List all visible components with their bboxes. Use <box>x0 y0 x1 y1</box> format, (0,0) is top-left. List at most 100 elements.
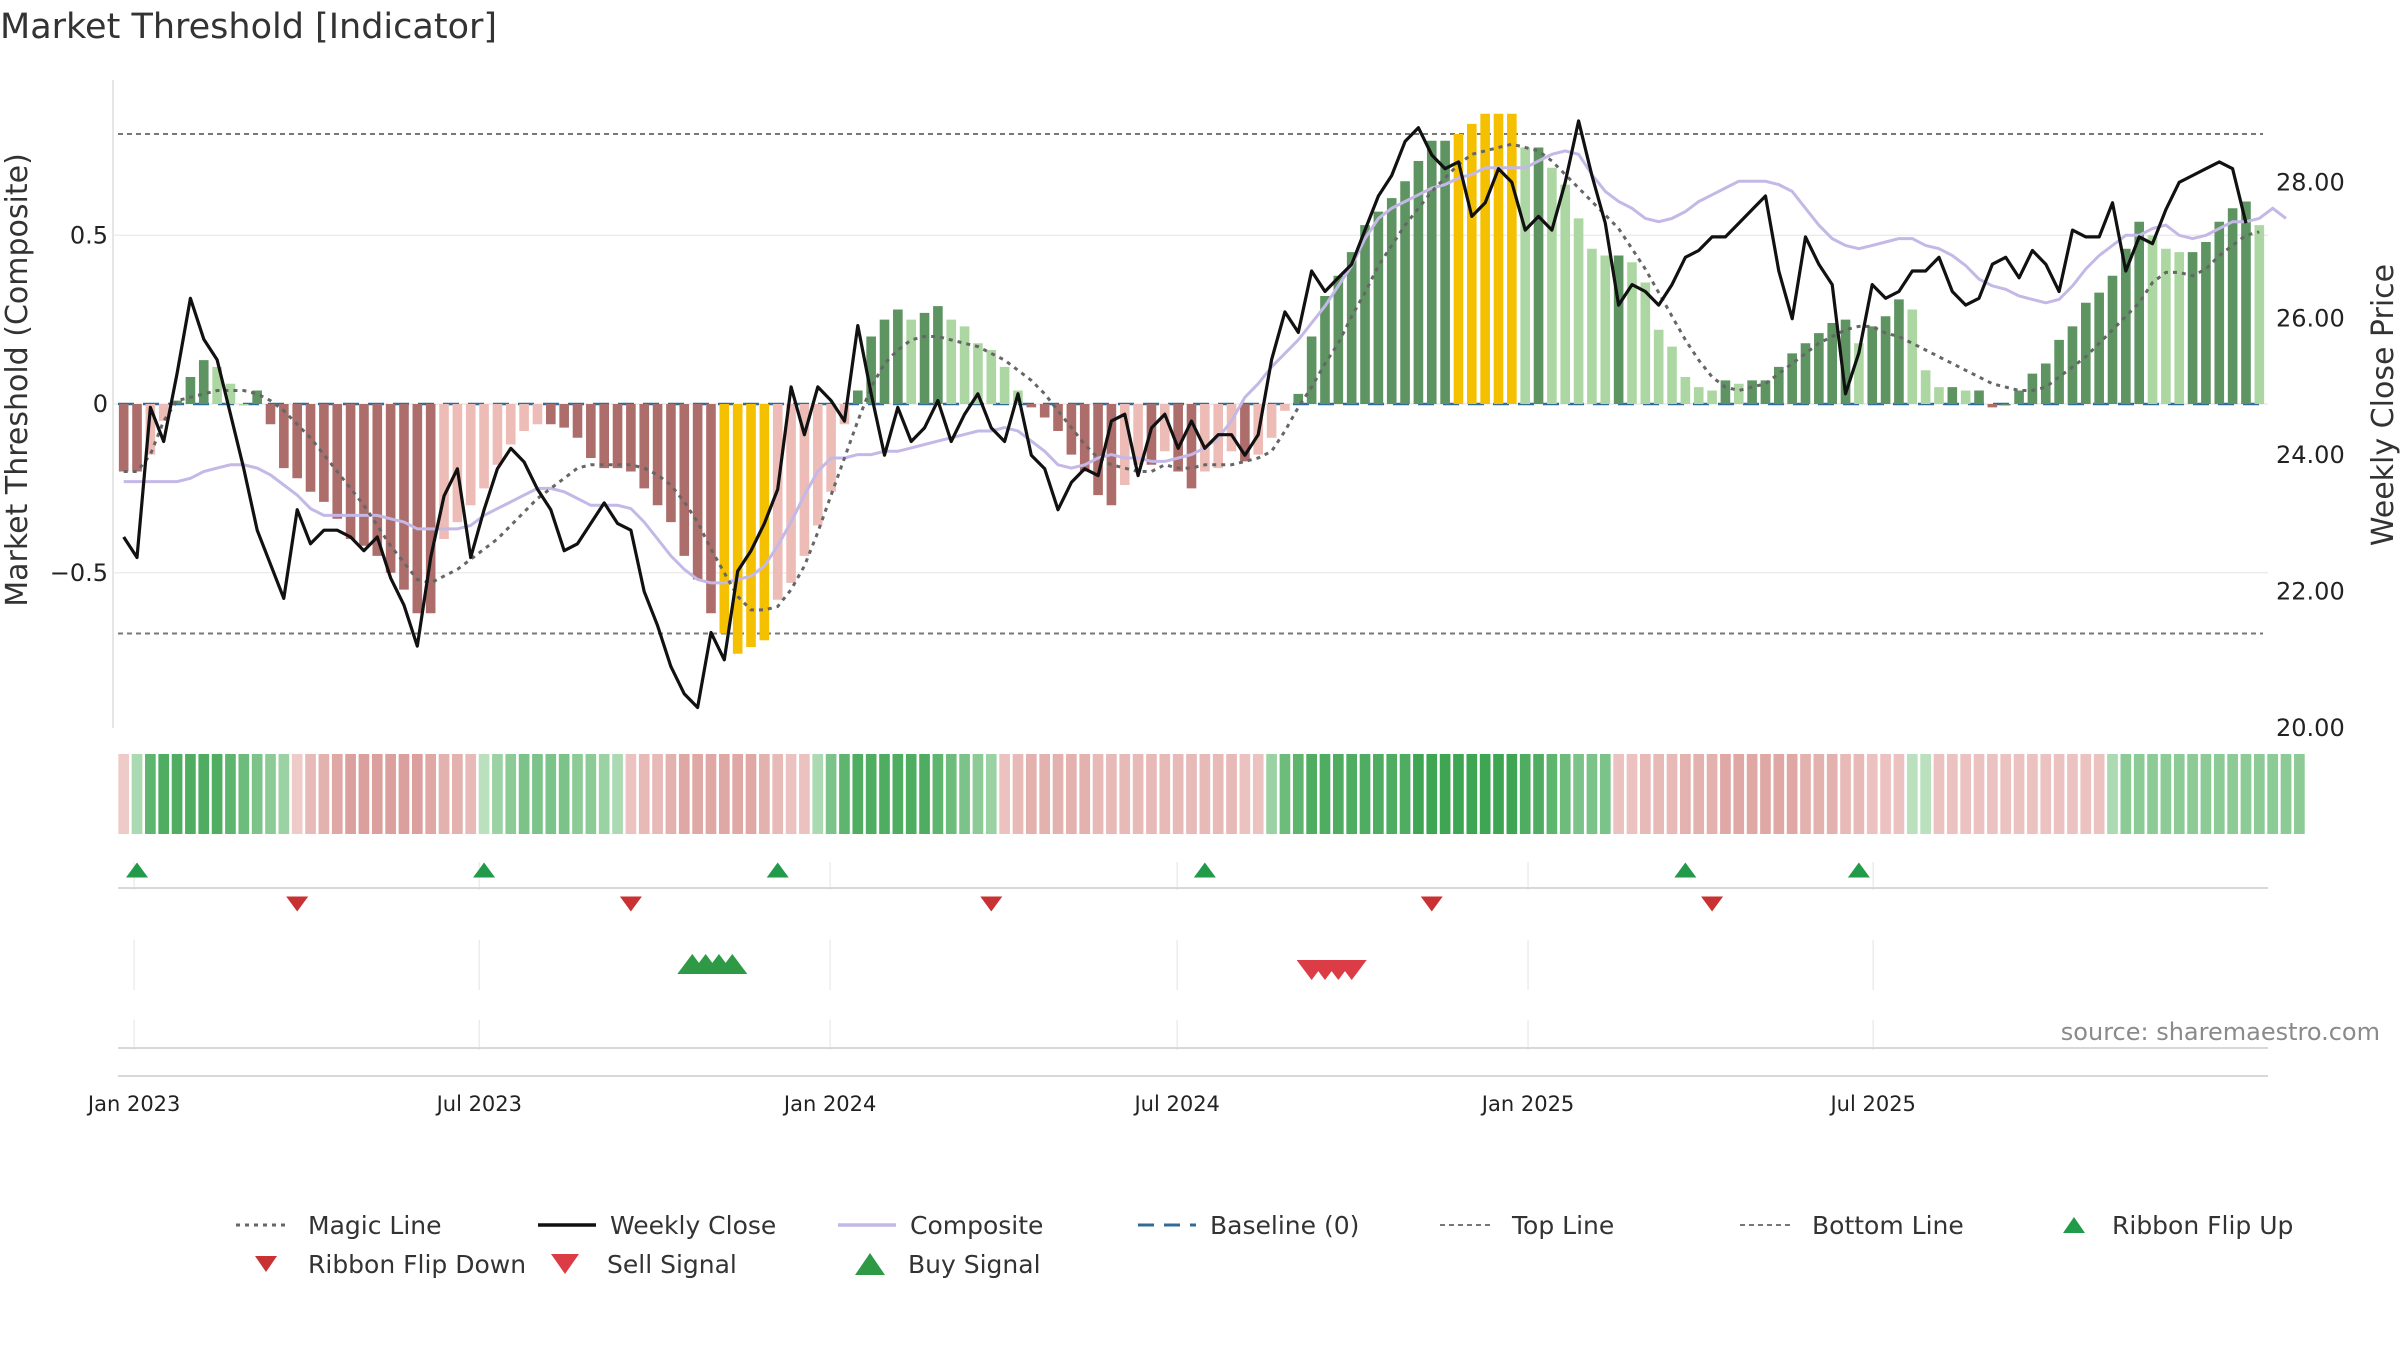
composite-bar <box>332 404 343 519</box>
ribbon-cell <box>1733 754 1745 834</box>
ribbon-cell <box>198 754 210 834</box>
legend-swatch-flip-up <box>2063 1217 2085 1233</box>
ribbon-cell <box>1252 754 1264 834</box>
ribbon-cell <box>919 754 930 834</box>
composite-bar <box>946 319 957 404</box>
composite-bar <box>586 404 596 458</box>
ribbon-cell <box>1973 754 1985 834</box>
ribbon-cell <box>865 754 877 834</box>
composite-bar <box>265 404 276 425</box>
ribbon-cell <box>1079 754 1091 834</box>
ribbon-cell <box>1292 754 1304 834</box>
ribbon-flip-up-marker <box>1847 862 1870 878</box>
ribbon-cell <box>2240 754 2252 834</box>
right-tick-label: 24.00 <box>2276 441 2345 469</box>
composite-bar <box>1814 333 1824 404</box>
composite-bar <box>1787 353 1797 404</box>
x-tick-label: Jan 2025 <box>1480 1092 1575 1116</box>
legend: Magic Line Weekly Close Composite Baseline … <box>236 1211 2293 1279</box>
composite-bar <box>2080 302 2091 404</box>
ribbon-cell <box>625 754 637 834</box>
composite-bar <box>1453 134 1464 404</box>
ribbon-cell <box>732 754 744 834</box>
ribbon-cell <box>772 754 784 834</box>
legend-swatch-flip-down <box>255 1256 277 1272</box>
ribbon-cell <box>879 754 890 834</box>
composite-bar <box>1093 404 1103 496</box>
ribbon-cell <box>1266 754 1277 834</box>
ribbon-cell <box>1666 754 1678 834</box>
ribbon-cell <box>1866 754 1878 834</box>
ribbon-flip-up-marker <box>766 862 789 878</box>
composite-bar <box>666 404 676 523</box>
composite-bar <box>719 404 730 634</box>
ribbon-cell <box>1426 754 1438 834</box>
composite-bar <box>1119 404 1130 485</box>
composite-bar <box>706 404 716 614</box>
right-axis-ticks: 28.00 26.00 24.00 22.00 20.00 <box>2276 168 2345 742</box>
ribbon-cell <box>985 754 997 834</box>
ribbon-cell <box>839 754 850 834</box>
composite-bar <box>412 404 423 614</box>
composite-bar <box>1840 319 1851 404</box>
composite-bar <box>1293 393 1304 404</box>
ribbon-cell <box>1052 754 1064 834</box>
ribbon-flip-up-marker <box>473 862 496 878</box>
composite-bar <box>118 404 129 472</box>
composite-bar <box>1133 404 1143 465</box>
composite-bar <box>1854 343 1864 404</box>
composite-bar <box>505 404 516 445</box>
ribbon-cell <box>411 754 423 834</box>
composite-bar <box>2014 390 2024 404</box>
ribbon-cell <box>2200 754 2212 834</box>
composite-bar <box>532 404 543 425</box>
composite-bar <box>1266 404 1277 438</box>
composite-bar <box>2241 201 2251 404</box>
ribbon-flip-up-marker <box>1674 862 1697 878</box>
sell-signal-marker <box>1336 960 1367 980</box>
composite-bar <box>1987 404 1998 408</box>
composite-bar <box>2227 208 2238 404</box>
ribbon-cell <box>1920 754 1931 834</box>
ribbon-cell <box>211 754 223 834</box>
ribbon-flip-down-marker <box>980 896 1003 912</box>
composite-bar <box>1627 262 1637 404</box>
composite-bar <box>2147 235 2158 404</box>
ribbon-cell <box>1332 754 1344 834</box>
ribbon-cell <box>2080 754 2092 834</box>
ribbon-cell <box>1746 754 1758 834</box>
ribbon-cell <box>1813 754 1825 834</box>
composite-bar <box>2094 292 2104 404</box>
composite-bar <box>1507 113 1517 404</box>
ribbon-cell <box>2120 754 2132 834</box>
composite-bar <box>1920 370 1931 404</box>
ribbon-cell <box>251 754 263 834</box>
composite-bar <box>145 404 156 455</box>
composite-bar <box>1039 404 1050 418</box>
legend-item: Top Line <box>1440 1211 1614 1240</box>
composite-bar <box>1653 329 1664 404</box>
ribbon-cell <box>1119 754 1131 834</box>
left-axis-ticks: 0.5 0 −0.5 <box>50 221 108 587</box>
legend-label: Sell Signal <box>607 1250 737 1279</box>
ribbon-cell <box>972 754 984 834</box>
composite-bar <box>652 404 663 506</box>
composite-bar <box>2107 275 2118 404</box>
legend-label: Magic Line <box>308 1211 442 1240</box>
composite-bar <box>492 404 503 465</box>
ribbon-cell <box>1533 754 1544 834</box>
composite-bar <box>999 366 1010 404</box>
ribbon-cell <box>1239 754 1251 834</box>
ribbon-cell <box>2267 754 2279 834</box>
ribbon-cell <box>1025 754 1037 834</box>
ribbon-cell <box>718 754 730 834</box>
legend-label: Weekly Close <box>610 1211 776 1240</box>
composite-bar <box>1466 123 1477 404</box>
ribbon-cell <box>398 754 410 834</box>
ribbon-cell <box>452 754 463 834</box>
ribbon-cell <box>812 754 824 834</box>
composite-bar <box>1306 336 1317 404</box>
ribbon-cell <box>385 754 396 834</box>
composite-bar <box>1360 225 1370 404</box>
